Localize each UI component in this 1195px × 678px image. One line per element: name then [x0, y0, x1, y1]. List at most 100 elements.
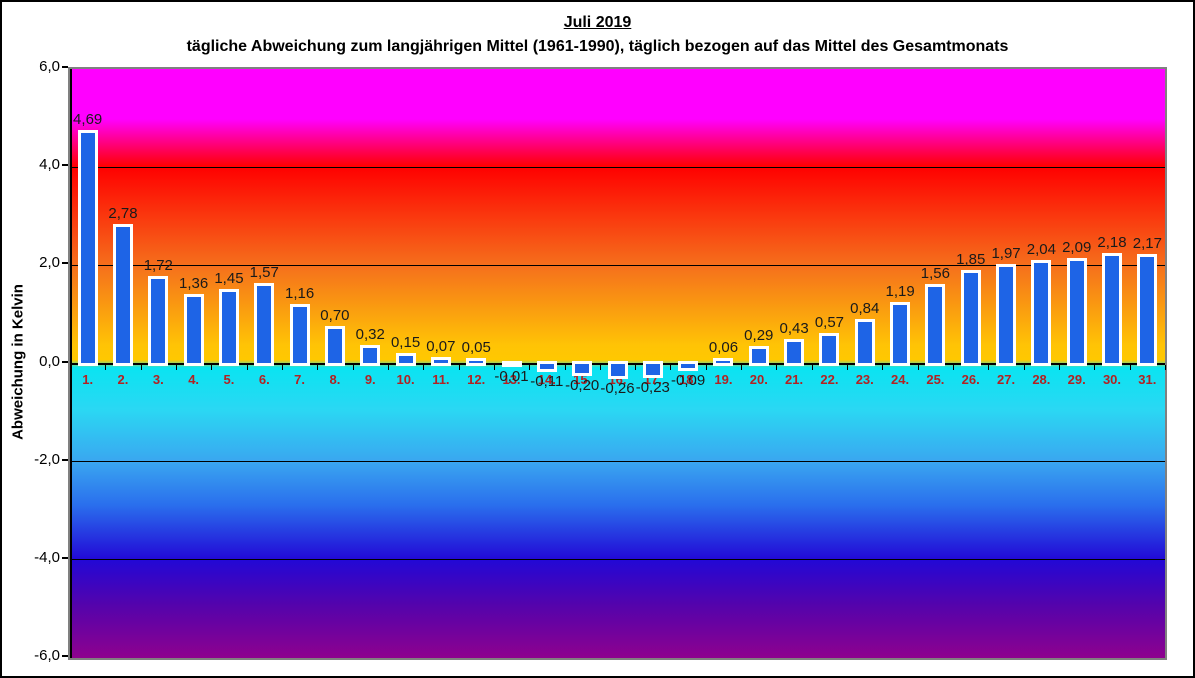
- bar-day-21: [784, 339, 805, 367]
- value-label-day-8: 0,70: [320, 307, 350, 325]
- bar-day-8: [324, 326, 345, 367]
- value-label-day-23: 0,84: [850, 300, 880, 318]
- value-label-day-6: 1,57: [249, 264, 279, 282]
- bar-day-30: [1102, 253, 1123, 367]
- gridline: [70, 166, 1165, 168]
- value-label-day-1: 4,69: [73, 111, 103, 129]
- x-axis-tick: [670, 364, 671, 370]
- value-label-day-4: 1,36: [179, 274, 209, 292]
- x-axis-tick: [847, 364, 848, 370]
- bar-day-19: [713, 357, 734, 367]
- bar-day-31: [1137, 253, 1158, 367]
- y-axis-label-2,0: 2,0: [39, 254, 60, 272]
- x-axis-label-day-5: 5.: [223, 371, 235, 387]
- value-label-day-18: -0,09: [671, 371, 706, 389]
- x-axis-label-day-9: 9.: [364, 371, 376, 387]
- x-axis-label-day-26: 26.: [961, 371, 980, 387]
- bar-day-2: [112, 224, 133, 367]
- bar-day-23: [854, 319, 875, 367]
- y-axis-label--4,0: -4,0: [34, 548, 60, 566]
- value-label-day-27: 1,97: [991, 244, 1021, 262]
- x-axis-tick: [565, 364, 566, 370]
- x-axis-tick: [141, 364, 142, 370]
- x-axis-label-day-30: 30.: [1102, 371, 1122, 387]
- x-axis-label-day-2: 2.: [117, 371, 129, 387]
- x-axis-label-day-21: 21.: [785, 371, 804, 387]
- value-label-day-5: 1,45: [214, 270, 244, 288]
- plot-area: 4,69 1. 2,78 2. 1,72 3. 1,36 4. 1,45 5. 1,57 6. 1,16…: [68, 67, 1167, 660]
- y-axis-label--6,0: -6,0: [34, 647, 60, 664]
- y-axis-label--2,0: -2,0: [34, 450, 60, 468]
- x-axis-label-day-28: 28.: [1032, 371, 1051, 387]
- value-label-day-9: 0,32: [355, 325, 385, 343]
- x-axis-label-day-25: 25.: [926, 371, 945, 387]
- y-axis-tick: [62, 66, 68, 68]
- x-axis-tick: [282, 364, 283, 370]
- x-axis-label-day-1: 1.: [82, 371, 94, 387]
- value-label-day-28: 2,04: [1026, 241, 1056, 259]
- value-label-day-22: 0,57: [814, 313, 845, 331]
- bar-day-16: [607, 360, 628, 380]
- x-axis-tick: [1165, 364, 1166, 370]
- y-axis-label-4,0: 4,0: [39, 156, 60, 174]
- x-axis-tick: [882, 364, 883, 370]
- x-axis-tick: [1024, 364, 1025, 370]
- x-axis-tick: [988, 364, 989, 370]
- x-axis-tick: [918, 364, 919, 370]
- bar-day-6: [254, 283, 275, 367]
- bar-day-27: [996, 263, 1017, 367]
- value-label-day-21: 0,43: [779, 320, 809, 338]
- bar-day-4: [183, 293, 204, 367]
- x-axis-label-day-14: 14.: [537, 371, 556, 387]
- value-label-day-12: 0,05: [461, 339, 491, 357]
- x-axis-tick: [211, 364, 212, 370]
- x-axis-tick: [459, 364, 460, 370]
- x-axis-tick: [776, 364, 777, 370]
- value-label-day-15: -0,20: [565, 377, 600, 395]
- bar-day-7: [289, 303, 310, 367]
- value-label-day-11: 0,07: [426, 338, 456, 356]
- x-axis-tick: [70, 364, 71, 370]
- x-axis-label-day-10: 10.: [396, 371, 415, 387]
- x-axis-label-day-22: 22.: [820, 371, 839, 387]
- x-axis-tick: [388, 364, 389, 370]
- x-axis-label-day-24: 24.: [891, 371, 910, 387]
- x-axis-label-day-8: 8.: [329, 371, 341, 387]
- value-label-day-17: -0,23: [635, 378, 670, 396]
- y-axis-tick: [62, 360, 68, 363]
- value-label-day-19: 0,06: [708, 338, 739, 356]
- x-axis-label-day-13: 13.: [502, 371, 521, 387]
- y-axis-tick: [62, 164, 68, 167]
- x-axis-label-day-31: 31.: [1138, 371, 1157, 387]
- bar-day-12: [466, 358, 487, 367]
- value-label-day-3: 1,72: [143, 257, 173, 275]
- y-axis-tick: [62, 556, 68, 559]
- bar-day-25: [925, 283, 946, 367]
- x-axis-label-day-7: 7.: [294, 371, 305, 387]
- bar-day-15: [572, 360, 593, 377]
- x-axis-tick: [353, 364, 354, 370]
- bar-day-1: [77, 130, 98, 367]
- x-axis-tick: [812, 364, 813, 370]
- bar-day-11: [430, 357, 451, 367]
- bar-day-5: [218, 289, 239, 367]
- value-label-day-10: 0,15: [390, 334, 421, 352]
- value-label-day-13: -0,01: [494, 367, 529, 385]
- value-label-day-25: 1,56: [920, 264, 950, 282]
- x-axis-label-day-18: 18.: [679, 371, 698, 387]
- x-axis-label-day-3: 3.: [152, 371, 164, 387]
- x-axis-tick: [1059, 364, 1060, 370]
- x-axis-label-day-19: 19.: [714, 371, 733, 387]
- bar-day-28: [1031, 260, 1052, 367]
- x-axis-label-day-6: 6.: [258, 371, 270, 387]
- x-axis-tick: [105, 364, 106, 370]
- bar-day-17: [642, 360, 663, 378]
- x-axis-tick: [529, 364, 530, 370]
- x-axis-label-day-20: 20.: [749, 371, 768, 387]
- bar-day-13: [501, 360, 522, 367]
- x-axis-tick: [317, 364, 318, 370]
- bar-day-14: [536, 360, 557, 372]
- gridline: [70, 461, 1165, 463]
- value-label-day-2: 2,78: [108, 205, 138, 223]
- x-axis-label-day-11: 11.: [432, 371, 450, 387]
